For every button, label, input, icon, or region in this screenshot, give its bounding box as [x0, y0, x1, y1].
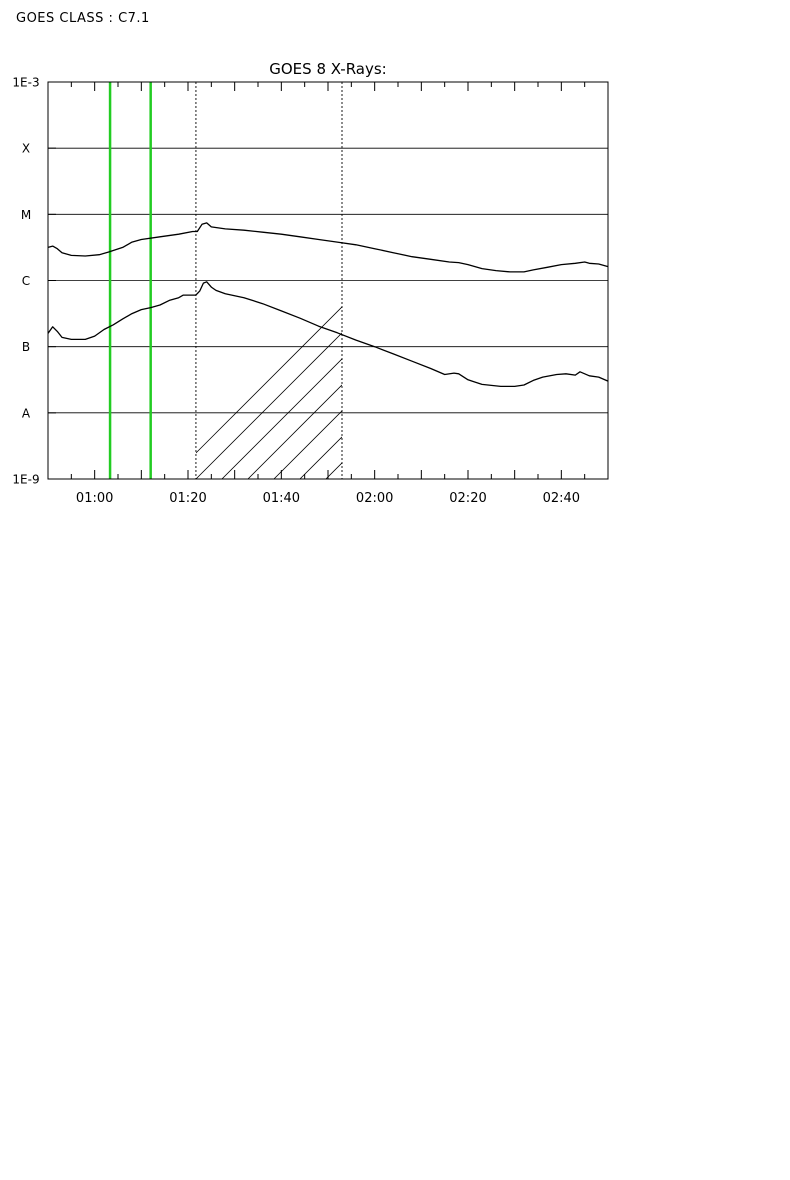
- x-tick-label: 01:00: [76, 491, 113, 506]
- hatch-line-11: [196, 593, 342, 739]
- hatch-line-14: [196, 671, 342, 817]
- hatched-interval: [195, 306, 342, 999]
- goes-class-label: GOES CLASS : C7.1: [16, 11, 150, 26]
- x-tick-label: 02:00: [356, 491, 393, 506]
- hatch-line-17: [196, 749, 342, 895]
- hatch-line-2: [221, 358, 342, 479]
- series-line-1: [47, 222, 609, 273]
- y-tick-label: 1E-3: [12, 76, 39, 90]
- hatch-line-5: [299, 436, 342, 479]
- hatch-line-9: [196, 541, 342, 687]
- y-tick-label: M: [21, 208, 31, 222]
- hatch-line-3: [247, 384, 342, 479]
- hatch-line-6: [325, 462, 342, 479]
- hatch-line-16: [196, 723, 342, 869]
- series-line-2: [47, 281, 609, 388]
- hatch-line-0: [195, 306, 342, 454]
- hatch-line-1: [195, 332, 342, 479]
- hatch-line-19: [196, 801, 342, 947]
- hatch-line-4: [273, 410, 342, 479]
- hatch-line-7: [196, 489, 342, 635]
- x-tick-label: 02:20: [449, 491, 486, 506]
- hatch-line-18: [196, 775, 342, 921]
- y-tick-label: C: [22, 274, 30, 288]
- y-tick-label: X: [22, 142, 30, 156]
- x-axis-ticks: 01:00 01:20 01:40 02:00 02:20 02:40: [70, 82, 586, 506]
- y-tick-label: 1E-9: [12, 473, 39, 487]
- hatch-line-13: [196, 645, 342, 791]
- x-tick-label: 02:40: [543, 491, 580, 506]
- x-tick-label: 01:40: [263, 491, 300, 506]
- vertical-markers: [108, 82, 152, 479]
- series-lines: [47, 222, 609, 388]
- chart-title: GOES 8 X-Rays:: [269, 60, 386, 78]
- hatch-line-15: [196, 697, 342, 843]
- y-tick-label: A: [22, 406, 31, 420]
- hatch-line-8: [196, 515, 342, 661]
- hatch-line-10: [196, 567, 342, 713]
- y-axis-ticks: 1E-3 X M C B A 1E-9: [12, 76, 56, 487]
- hatch-line-21: [196, 853, 342, 999]
- y-tick-label: B: [22, 340, 30, 354]
- x-tick-label: 01:20: [169, 491, 206, 506]
- hatch-line-20: [196, 827, 342, 973]
- hatch-line-12: [196, 619, 342, 765]
